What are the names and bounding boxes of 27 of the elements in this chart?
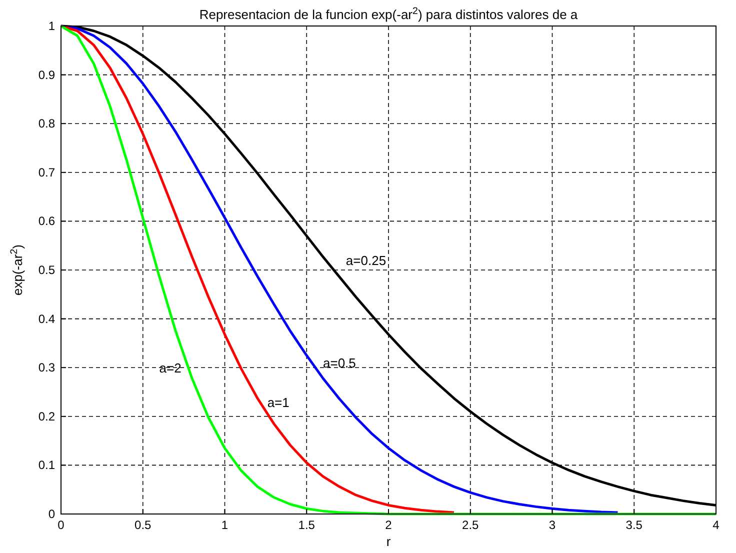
y-tick-label: 1 <box>48 19 56 33</box>
x-tick-label: 0.5 <box>134 518 152 532</box>
x-tick-label: 1 <box>221 518 228 532</box>
y-tick-label: 0.9 <box>38 68 56 82</box>
x-tick-label: 3.5 <box>626 518 643 532</box>
x-axis-title: r <box>386 534 392 549</box>
y-tick-label: 0.6 <box>38 214 56 228</box>
y-tick-label: 0.5 <box>38 263 56 277</box>
y-tick-label: 0.7 <box>38 165 56 180</box>
chart-title: Representacion de la funcion exp(-ar$^{2}$) para distintos valores de a <box>199 6 578 22</box>
x-tick-label: 4 <box>712 518 720 532</box>
y-tick-label: 0.2 <box>38 409 56 424</box>
x-tick-label: 2 <box>385 518 392 532</box>
series-label: a=1 <box>267 394 290 410</box>
series-label: a=0.5 <box>323 356 356 371</box>
x-tick-label: 1.5 <box>298 518 316 532</box>
line-series <box>60 24 456 514</box>
y-tick-label: 0 <box>48 507 56 521</box>
series-label: a=0.25 <box>346 253 386 268</box>
series-label: a=2 <box>159 360 182 376</box>
y-tick-label: 0.8 <box>38 116 56 131</box>
y-tick-label: 0.1 <box>38 458 56 472</box>
y-tick-label: 0.4 <box>38 312 56 326</box>
y-tick-label: 0.3 <box>38 360 56 375</box>
x-tick-label: 3 <box>548 518 556 532</box>
x-tick-label: 2.5 <box>462 518 480 532</box>
x-tick-label: 0 <box>58 518 65 532</box>
